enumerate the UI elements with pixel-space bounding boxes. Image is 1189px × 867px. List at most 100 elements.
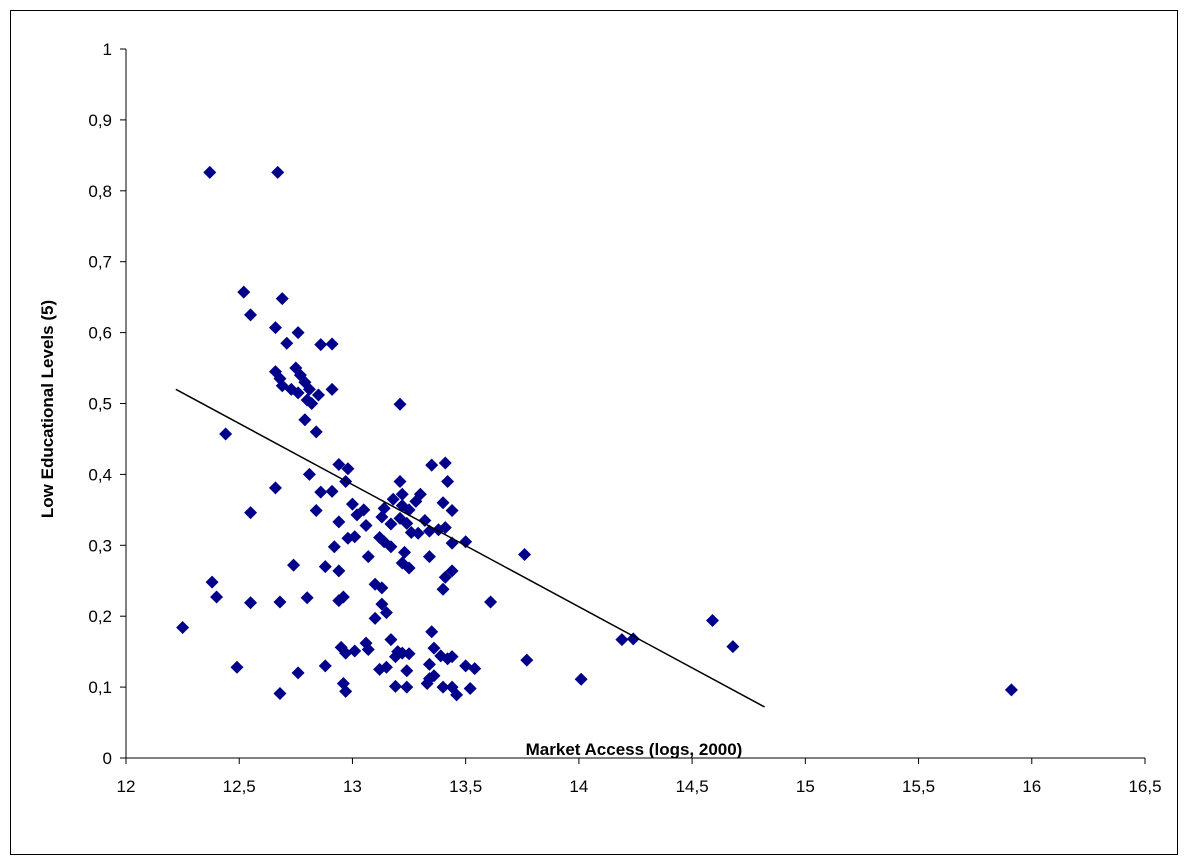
chart-frame: 0 0,1 0,2 0,3 0,4 0,5 0,6 0,7 0,8 0,9 1 12 12,5 13 13,… (10, 10, 1178, 855)
data-point (436, 680, 450, 694)
data-point (615, 633, 629, 647)
data-point (268, 321, 282, 335)
data-point (205, 575, 219, 589)
data-point (332, 515, 346, 529)
x-tick-label: 14 (569, 777, 588, 796)
trendline-group (175, 388, 765, 708)
x-tick-label: 13 (343, 777, 362, 796)
data-point (332, 564, 346, 578)
y-tick-label: 0 (103, 749, 112, 768)
data-point (325, 484, 339, 498)
x-tick-label: 12 (117, 777, 136, 796)
y-tick-label: 0,5 (88, 395, 112, 414)
data-point (275, 292, 289, 306)
data-point (339, 684, 353, 698)
data-point (402, 647, 416, 661)
data-point (375, 510, 389, 524)
data-point (311, 388, 325, 402)
data-point (268, 481, 282, 495)
data-point (420, 677, 434, 691)
data-point (318, 560, 332, 574)
data-point (327, 540, 341, 554)
data-point (400, 664, 414, 678)
data-point (441, 652, 455, 666)
data-point (375, 597, 389, 611)
data-point (176, 621, 190, 635)
data-point (332, 457, 346, 471)
y-tick-label: 0,6 (88, 324, 112, 343)
data-point (300, 591, 314, 605)
y-axis-title: Low Educational Levels (5) (38, 300, 57, 518)
tick-labels: 0 0,1 0,2 0,3 0,4 0,5 0,6 0,7 0,8 0,9 1 12 12,5 13 13,… (88, 40, 1161, 796)
data-point (332, 594, 346, 608)
data-point (361, 643, 375, 657)
data-point (468, 662, 482, 676)
y-tick-label: 1 (103, 40, 112, 59)
y-tick-label: 0,9 (88, 111, 112, 130)
data-point (395, 487, 409, 501)
data-point (404, 526, 418, 540)
data-point (402, 561, 416, 575)
data-point (314, 338, 328, 352)
data-point (273, 686, 287, 700)
data-point (280, 336, 294, 350)
data-point (422, 550, 436, 564)
data-point (291, 386, 305, 400)
data-point (386, 492, 400, 506)
axes (120, 48, 1146, 764)
data-point (203, 165, 217, 179)
data-point (445, 564, 459, 578)
data-point (375, 581, 389, 595)
data-point (230, 660, 244, 674)
trendline (175, 388, 765, 708)
data-point (271, 165, 285, 179)
x-tick-label: 16,5 (1128, 777, 1161, 796)
data-point (626, 632, 640, 646)
data-point (388, 679, 402, 693)
data-point (441, 474, 455, 488)
x-tick-label: 12,5 (223, 777, 256, 796)
data-point (427, 641, 441, 655)
data-point (400, 680, 414, 694)
data-point (275, 379, 289, 393)
y-tick-label: 0,7 (88, 253, 112, 272)
data-point (445, 504, 459, 518)
data-point (379, 606, 393, 620)
data-point (359, 518, 373, 532)
data-point (219, 427, 233, 441)
data-point (361, 550, 375, 564)
x-axis-title: Market Access (logs, 2000) (526, 740, 743, 759)
data-point (438, 570, 452, 584)
data-point (384, 540, 398, 554)
data-point (398, 545, 412, 559)
y-tick-label: 0,2 (88, 607, 112, 626)
y-tick-label: 0,1 (88, 678, 112, 697)
data-point (244, 506, 258, 520)
x-tick-label: 15 (796, 777, 815, 796)
data-point (436, 582, 450, 596)
data-point (309, 504, 323, 518)
data-point (463, 682, 477, 696)
data-point (574, 672, 588, 686)
data-point (384, 517, 398, 531)
y-tick-label: 0,8 (88, 182, 112, 201)
data-point (400, 516, 414, 530)
x-tick-label: 13,5 (449, 777, 482, 796)
data-point (384, 633, 398, 647)
data-point (368, 611, 382, 625)
data-point (520, 653, 534, 667)
data-point (314, 485, 328, 499)
data-point (318, 659, 332, 673)
data-point (298, 413, 312, 427)
data-point (305, 397, 319, 410)
y-tick-label: 0,3 (88, 536, 112, 555)
data-point (393, 397, 407, 411)
data-point (273, 595, 287, 609)
data-point (450, 688, 464, 702)
data-points (176, 165, 1018, 702)
data-point (438, 456, 452, 470)
data-point (291, 666, 305, 680)
data-point (237, 285, 251, 299)
scatter-chart: 0 0,1 0,2 0,3 0,4 0,5 0,6 0,7 0,8 0,9 1 12 12,5 13 13,… (38, 40, 1162, 796)
data-point (393, 474, 407, 488)
